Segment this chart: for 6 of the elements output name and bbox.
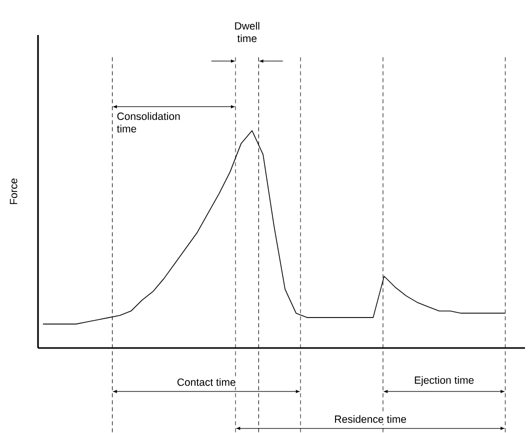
text: Contact time bbox=[177, 378, 236, 386]
text: Ejection time bbox=[414, 376, 474, 386]
text: Residence time bbox=[335, 415, 406, 423]
annotation: Consolidation time bbox=[116, 112, 180, 132]
text: Dwell time bbox=[235, 22, 260, 42]
y-axis-title: Force bbox=[10, 178, 18, 204]
